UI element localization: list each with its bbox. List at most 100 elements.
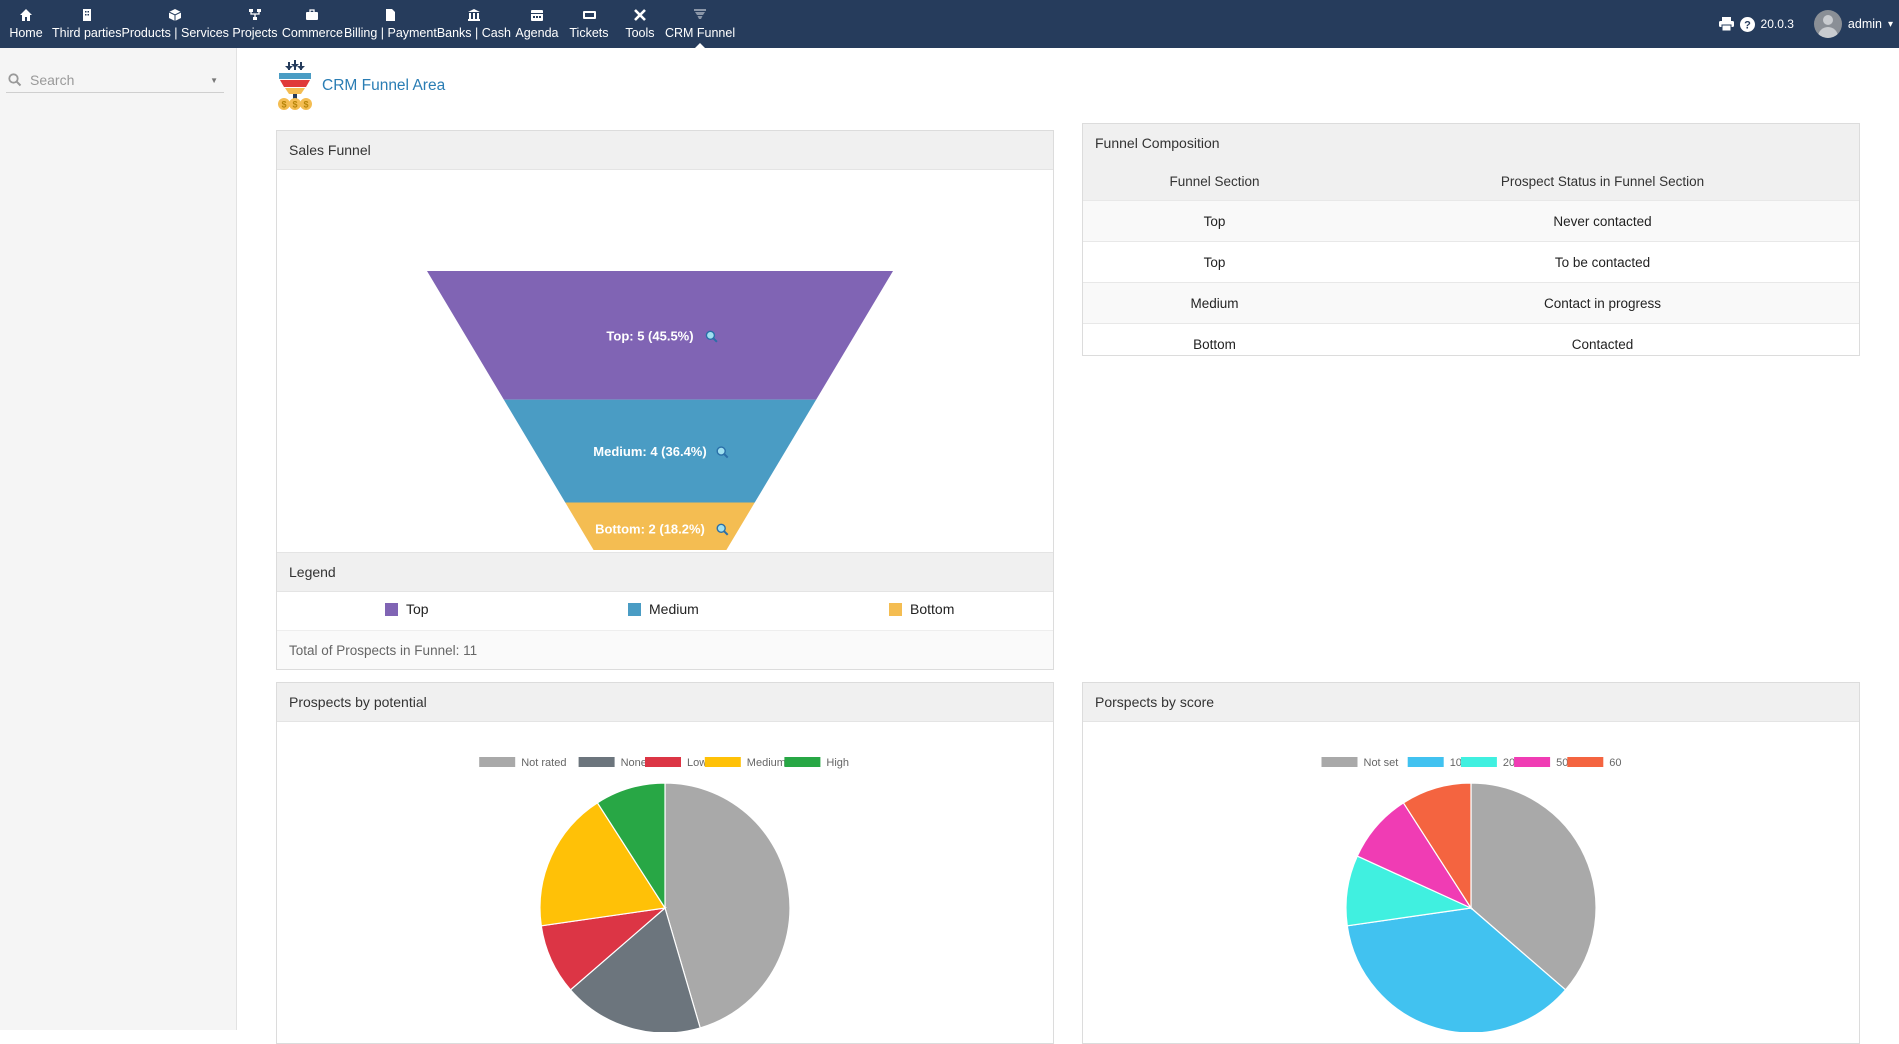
table-cell: Top	[1083, 200, 1346, 242]
prospects-by-score-panel: Porspects by score Not set 10 20 50 60	[1082, 682, 1860, 1044]
pie-slice-not-set[interactable]	[1470, 782, 1597, 991]
page-title: CRM Funnel Area	[322, 77, 446, 94]
pie-slice-not-rated[interactable]	[664, 782, 791, 1029]
legend-label: 60	[1609, 757, 1621, 769]
funnel-segment-top[interactable]	[427, 271, 893, 400]
legend-item[interactable]: 50	[1514, 757, 1568, 769]
legend-label: Not rated	[521, 757, 566, 769]
legend-label: Medium	[649, 601, 699, 617]
nav-item-banks-cash[interactable]: Banks | Cash	[437, 0, 511, 48]
table-row: Bottom Contacted	[1083, 323, 1859, 364]
legend-item[interactable]: 10	[1407, 757, 1462, 769]
building-icon	[77, 8, 97, 22]
legend-label: Low	[687, 757, 707, 769]
legend-item[interactable]: Medium	[704, 757, 786, 769]
svg-text:$: $	[281, 100, 286, 110]
table-cell: Top	[1083, 241, 1346, 283]
table-cell: Contact in progress	[1346, 282, 1859, 324]
table-cell: Contacted	[1346, 323, 1859, 364]
pie-slice-medium[interactable]	[539, 802, 667, 927]
potential-pie-chart: Not rated None Low Medium High	[479, 757, 849, 1032]
legend-item-medium[interactable]: Medium	[628, 601, 699, 617]
nav-item-projects[interactable]: Projects	[229, 0, 281, 48]
table-header-row: Funnel Section Prospect Status in Funnel…	[1083, 162, 1859, 201]
print-icon[interactable]	[1718, 17, 1734, 31]
nav-item-label: CRM Funnel	[664, 26, 736, 40]
legend-item[interactable]: 20	[1460, 757, 1515, 769]
nav-item-crm-funnel[interactable]: CRM Funnel	[665, 0, 735, 48]
legend-item[interactable]: None	[578, 757, 647, 769]
nav-item-label: Tools	[625, 26, 655, 40]
funnel-segment-bottom[interactable]	[565, 502, 755, 550]
nav-item-home[interactable]: Home	[0, 0, 52, 48]
table-cell: Medium	[1083, 282, 1346, 324]
caret-down-icon[interactable]: ▼	[210, 75, 218, 85]
version-label: 20.0.3	[1760, 17, 1794, 31]
nav-item-agenda[interactable]: Agenda	[511, 0, 563, 48]
legend-swatch	[1407, 757, 1444, 767]
funnel-segment-label: Bottom: 2 (18.2%)	[595, 521, 705, 536]
legend-item-top[interactable]: Top	[385, 601, 429, 617]
pie-slice-10[interactable]	[1346, 907, 1567, 1032]
svg-text:$: $	[292, 100, 297, 110]
legend-swatch	[1321, 757, 1358, 767]
legend-item[interactable]: Not rated	[479, 757, 566, 769]
legend-swatch	[628, 602, 641, 616]
nav-item-billing-payment[interactable]: Billing | Payment	[344, 0, 437, 48]
briefcase-icon	[302, 8, 322, 22]
legend-label: 20	[1503, 757, 1515, 769]
help-icon[interactable]: ?	[1739, 16, 1755, 32]
nav-item-label: Tickets	[569, 26, 609, 40]
top-right-tools: ? 20.0.3 admin ▾	[1718, 0, 1899, 48]
zoom-icon[interactable]	[716, 446, 729, 459]
page-header: $ $ $ CRM Funnel Area	[276, 60, 445, 112]
legend-label: High	[826, 757, 849, 769]
top-menu-bar: Home Third parties Products | Services Proj…	[0, 0, 1899, 48]
legend-swatch	[889, 602, 902, 616]
nav-item-tools[interactable]: Tools	[615, 0, 665, 48]
legend-swatch	[645, 757, 681, 767]
avatar[interactable]	[1813, 10, 1842, 38]
legend-swatch	[385, 602, 398, 616]
legend-label: Medium	[747, 757, 786, 769]
table-row: Top Never contacted	[1083, 200, 1859, 242]
tools-icon	[630, 8, 650, 22]
legend-label: Not set	[1364, 757, 1399, 769]
funnel-chart: Top: 5 (45.5%) Medium: 4 (36.4%) Bottom: 2…	[427, 271, 893, 550]
nav-item-third-parties[interactable]: Third parties	[52, 0, 121, 48]
legend-label: 10	[1450, 757, 1462, 769]
table-cell: Never contacted	[1346, 200, 1859, 242]
funnel-icon	[690, 8, 710, 22]
left-sidebar: Search ▼	[0, 48, 237, 1030]
legend-item[interactable]: 60	[1567, 757, 1622, 769]
pie-slice-high[interactable]	[596, 782, 666, 911]
column-header: Funnel Section	[1083, 162, 1346, 201]
ticket-icon	[579, 8, 599, 22]
zoom-icon[interactable]	[716, 523, 729, 536]
main-nav: Home Third parties Products | Services Proj…	[0, 0, 735, 48]
column-header: Prospect Status in Funnel Section	[1346, 162, 1859, 201]
table-cell: Bottom	[1083, 323, 1346, 364]
score-pie-chart: Not set 10 20 50 60	[1321, 757, 1622, 1032]
legend-item[interactable]: Not set	[1321, 757, 1399, 769]
pie-slice-60[interactable]	[1402, 782, 1472, 911]
table-row: Top To be contacted	[1083, 241, 1859, 283]
nav-item-tickets[interactable]: Tickets	[563, 0, 615, 48]
zoom-icon[interactable]	[705, 330, 718, 343]
funnel-total: Total of Prospects in Funnel: 11	[277, 630, 1053, 669]
nav-item-label: Third parties	[52, 26, 122, 40]
nav-item-label: Commerce	[281, 26, 343, 40]
nav-item-products-services[interactable]: Products | Services	[121, 0, 229, 48]
search-input[interactable]: Search	[30, 72, 75, 88]
legend-item[interactable]: Low	[645, 757, 707, 769]
legend-item-bottom[interactable]: Bottom	[889, 601, 954, 617]
legend-label: Bottom	[910, 601, 955, 617]
nav-item-commerce[interactable]: Commerce	[281, 0, 344, 48]
bank-icon	[464, 8, 484, 22]
panel-title: Sales Funnel	[277, 131, 1053, 170]
legend-item[interactable]: High	[784, 757, 849, 769]
funnel-segment-medium[interactable]	[503, 399, 817, 503]
search-box[interactable]: Search ▼	[6, 68, 224, 93]
user-name[interactable]: admin	[1847, 17, 1882, 31]
chevron-down-icon[interactable]: ▾	[1887, 18, 1893, 30]
